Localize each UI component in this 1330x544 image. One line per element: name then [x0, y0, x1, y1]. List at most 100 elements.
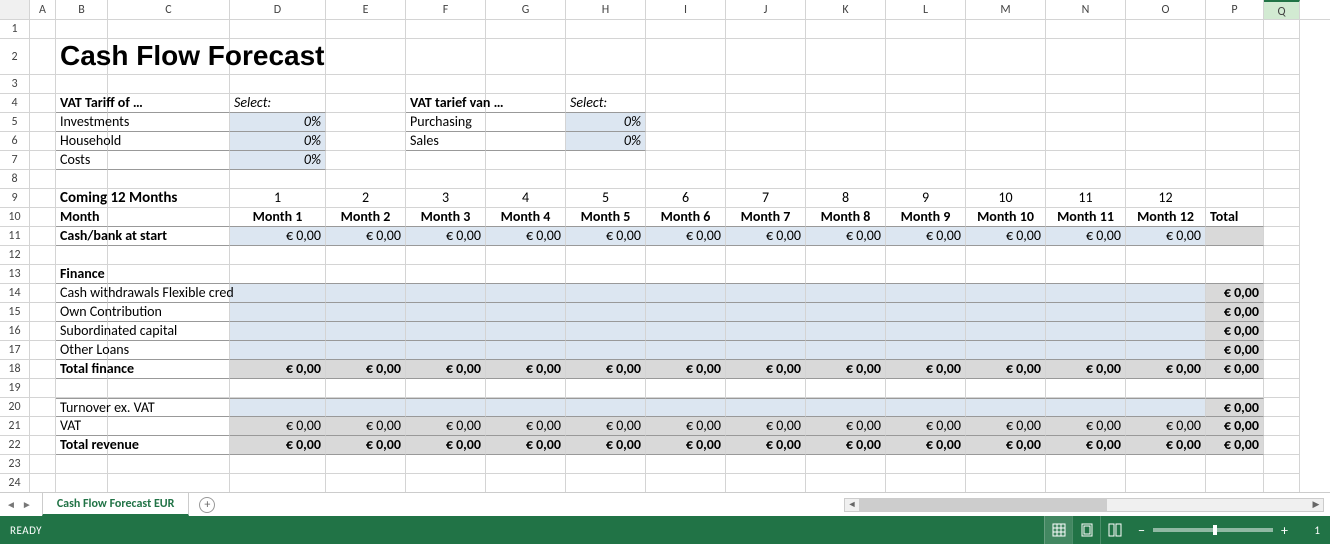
cell[interactable]: € 0,00 — [646, 227, 726, 246]
cell[interactable] — [726, 265, 806, 284]
cell[interactable] — [1126, 455, 1206, 474]
cell[interactable] — [806, 474, 886, 492]
cell[interactable] — [326, 170, 406, 189]
cell[interactable] — [108, 379, 230, 398]
cell[interactable] — [30, 379, 56, 398]
row-header[interactable]: 16 — [0, 322, 30, 341]
cell[interactable]: Month 5 — [566, 208, 646, 227]
zoom-slider[interactable] — [1153, 528, 1273, 532]
cell[interactable]: € 0,00 — [1206, 436, 1264, 455]
cell[interactable]: € 0,00 — [1206, 398, 1264, 417]
cell[interactable] — [108, 208, 230, 227]
cell[interactable] — [566, 341, 646, 360]
cell[interactable] — [966, 379, 1046, 398]
cell[interactable] — [30, 303, 56, 322]
cell[interactable] — [566, 379, 646, 398]
column-header[interactable]: M — [966, 0, 1046, 19]
cell[interactable] — [1264, 379, 1300, 398]
cell[interactable]: € 0,00 — [726, 436, 806, 455]
cell[interactable] — [406, 75, 486, 94]
cell[interactable] — [726, 284, 806, 303]
cell[interactable] — [230, 455, 326, 474]
row-header[interactable]: 5 — [0, 113, 30, 132]
cell[interactable] — [486, 246, 566, 265]
cell[interactable] — [230, 379, 326, 398]
cell[interactable] — [30, 284, 56, 303]
cell[interactable] — [486, 113, 566, 132]
cell[interactable] — [1126, 398, 1206, 417]
cell[interactable] — [1264, 208, 1300, 227]
cell[interactable] — [1046, 455, 1126, 474]
row-header[interactable]: 8 — [0, 170, 30, 189]
cell[interactable] — [1264, 39, 1300, 75]
cell[interactable]: € 0,00 — [886, 227, 966, 246]
grid[interactable]: 12Cash Flow Forecast34VAT Tariff of …Sel… — [0, 20, 1330, 492]
cell[interactable] — [56, 75, 108, 94]
cell[interactable]: € 0,00 — [886, 417, 966, 436]
cell[interactable] — [1264, 170, 1300, 189]
cell[interactable] — [56, 20, 108, 39]
cell[interactable] — [30, 227, 56, 246]
cell[interactable] — [1264, 284, 1300, 303]
cell[interactable] — [726, 322, 806, 341]
cell[interactable] — [566, 284, 646, 303]
cell[interactable] — [1264, 132, 1300, 151]
cell[interactable] — [406, 20, 486, 39]
cell[interactable] — [30, 189, 56, 208]
cell[interactable] — [566, 455, 646, 474]
cell[interactable]: Month 11 — [1046, 208, 1126, 227]
cell[interactable] — [806, 265, 886, 284]
cell[interactable]: € 0,00 — [406, 436, 486, 455]
cell[interactable] — [1206, 75, 1264, 94]
cell[interactable] — [806, 284, 886, 303]
cell[interactable] — [806, 303, 886, 322]
column-header[interactable]: F — [406, 0, 486, 19]
cell[interactable]: € 0,00 — [230, 417, 326, 436]
row-header[interactable]: 20 — [0, 398, 30, 417]
cell[interactable] — [886, 265, 966, 284]
cell[interactable] — [486, 132, 566, 151]
cell[interactable] — [1206, 94, 1264, 113]
cell[interactable] — [646, 474, 726, 492]
row-header[interactable]: 11 — [0, 227, 30, 246]
cell[interactable] — [230, 170, 326, 189]
row-header[interactable]: 15 — [0, 303, 30, 322]
cell[interactable] — [966, 94, 1046, 113]
cell[interactable]: Cash withdrawals Flexible cred — [56, 284, 108, 303]
cell[interactable]: € 0,00 — [726, 227, 806, 246]
cell[interactable] — [566, 474, 646, 492]
row-header[interactable]: 14 — [0, 284, 30, 303]
cell[interactable] — [726, 341, 806, 360]
cell[interactable] — [726, 151, 806, 170]
cell[interactable]: € 0,00 — [966, 360, 1046, 379]
cell[interactable]: € 0,00 — [486, 227, 566, 246]
cell[interactable]: € 0,00 — [1206, 360, 1264, 379]
cell[interactable]: Total — [1206, 208, 1264, 227]
row-header[interactable]: 12 — [0, 246, 30, 265]
cell[interactable] — [886, 170, 966, 189]
column-header[interactable]: A — [30, 0, 56, 19]
cell[interactable] — [1206, 265, 1264, 284]
cell[interactable] — [566, 39, 646, 75]
cell[interactable] — [1264, 303, 1300, 322]
cell[interactable] — [56, 170, 108, 189]
column-header[interactable]: H — [566, 0, 646, 19]
row-header[interactable]: 7 — [0, 151, 30, 170]
cell[interactable] — [966, 455, 1046, 474]
cell[interactable] — [646, 75, 726, 94]
cell[interactable] — [806, 132, 886, 151]
cell[interactable] — [1046, 474, 1126, 492]
cell[interactable]: € 0,00 — [406, 227, 486, 246]
cell[interactable] — [886, 20, 966, 39]
cell[interactable]: 2 — [326, 189, 406, 208]
cell[interactable]: VAT tarief van … — [406, 94, 486, 113]
cell[interactable] — [886, 94, 966, 113]
cell[interactable] — [108, 265, 230, 284]
cell[interactable] — [1264, 189, 1300, 208]
cell[interactable]: € 0,00 — [326, 436, 406, 455]
cell[interactable] — [108, 151, 230, 170]
cell[interactable] — [406, 322, 486, 341]
cell[interactable] — [646, 39, 726, 75]
cell[interactable]: 3 — [406, 189, 486, 208]
cell[interactable] — [486, 151, 566, 170]
